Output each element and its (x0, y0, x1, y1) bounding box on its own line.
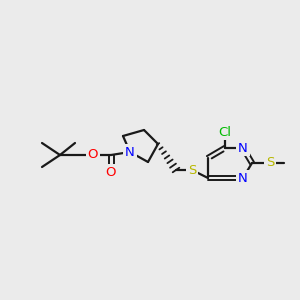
Text: O: O (106, 166, 116, 178)
Text: S: S (188, 164, 196, 176)
Text: N: N (238, 142, 248, 154)
Text: Cl: Cl (218, 125, 232, 139)
Text: N: N (125, 146, 135, 158)
Text: N: N (238, 172, 248, 184)
Text: O: O (88, 148, 98, 161)
Text: S: S (266, 157, 274, 169)
